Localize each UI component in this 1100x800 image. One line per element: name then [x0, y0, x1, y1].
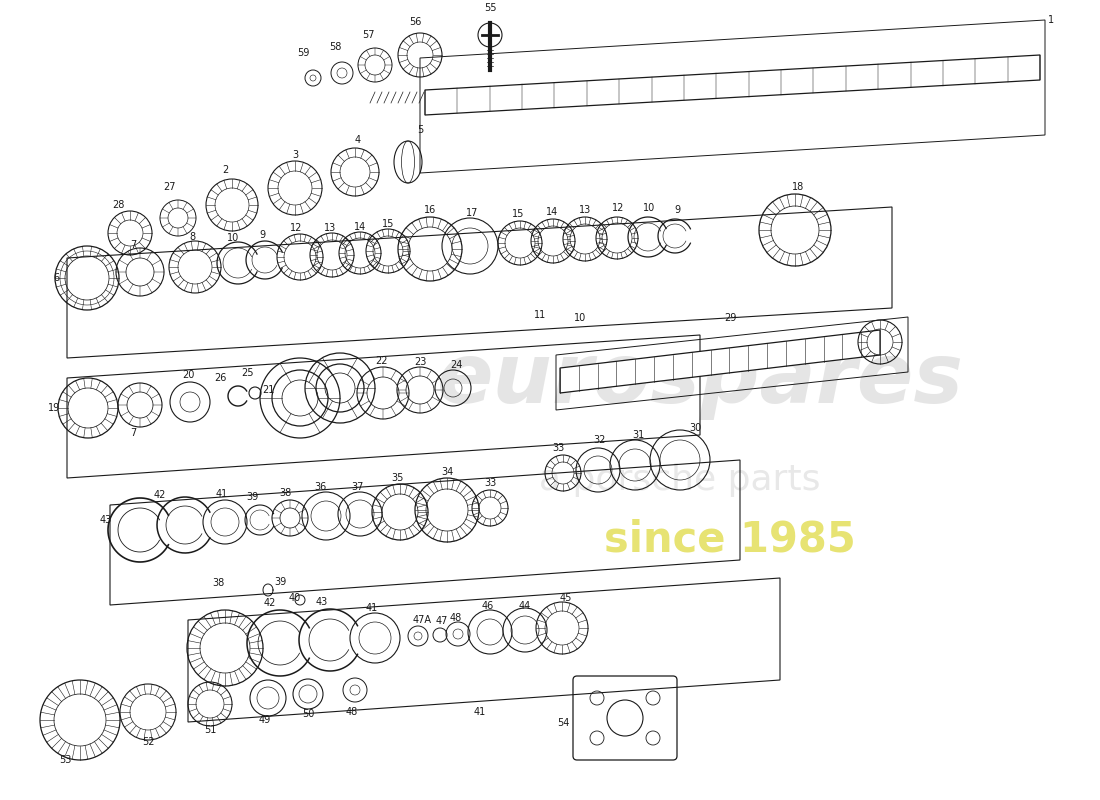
Text: 33: 33	[484, 478, 496, 488]
Text: 56: 56	[409, 17, 421, 27]
Text: 15: 15	[512, 209, 525, 219]
Text: since 1985: since 1985	[604, 519, 856, 561]
Text: 38: 38	[212, 578, 224, 588]
Text: 47: 47	[436, 616, 448, 626]
Text: a porsche parts: a porsche parts	[539, 463, 821, 497]
Polygon shape	[425, 55, 1040, 115]
Text: 8: 8	[189, 232, 195, 242]
Text: 45: 45	[560, 593, 572, 603]
Text: 19: 19	[47, 403, 60, 413]
Text: 22: 22	[376, 356, 388, 366]
Text: 30: 30	[689, 423, 701, 433]
Text: eurospares: eurospares	[437, 339, 964, 421]
Text: 46: 46	[482, 601, 494, 611]
Text: 12: 12	[289, 223, 302, 233]
Text: 12: 12	[612, 203, 624, 213]
Text: 34: 34	[441, 467, 453, 477]
Text: 5: 5	[417, 125, 424, 135]
Text: 14: 14	[354, 222, 366, 232]
Text: 58: 58	[329, 42, 341, 52]
Text: 1: 1	[1048, 15, 1054, 25]
Text: 29: 29	[724, 313, 736, 323]
Text: 9: 9	[258, 230, 265, 240]
Text: 38: 38	[279, 488, 292, 498]
Text: 59: 59	[297, 48, 309, 58]
Text: 35: 35	[392, 473, 404, 483]
Text: 53: 53	[58, 755, 72, 765]
Text: 32: 32	[594, 435, 606, 445]
Text: 3: 3	[292, 150, 298, 160]
Text: 49: 49	[258, 715, 271, 725]
Text: 24: 24	[450, 360, 462, 370]
Text: 23: 23	[414, 357, 426, 367]
Text: 57: 57	[362, 30, 374, 40]
Text: 41: 41	[216, 489, 228, 499]
Text: 50: 50	[301, 709, 315, 719]
Text: 48: 48	[345, 707, 359, 717]
Text: 39: 39	[274, 577, 286, 587]
Text: 7: 7	[130, 428, 136, 438]
Text: 15: 15	[382, 219, 394, 229]
Text: 51: 51	[204, 725, 217, 735]
Text: 37: 37	[352, 482, 364, 492]
Text: 2: 2	[222, 165, 228, 175]
Text: 31: 31	[631, 430, 645, 440]
Text: 25: 25	[242, 368, 254, 378]
Text: 20: 20	[182, 370, 195, 380]
Text: 47A: 47A	[412, 615, 431, 625]
Text: 42: 42	[264, 598, 276, 608]
Text: 10: 10	[574, 313, 586, 323]
Text: 48: 48	[450, 613, 462, 623]
Text: 9: 9	[674, 205, 680, 215]
Text: 41: 41	[366, 603, 378, 613]
Text: 28: 28	[112, 200, 124, 210]
Text: 33: 33	[552, 443, 564, 453]
Text: 4: 4	[355, 135, 361, 145]
Text: 36: 36	[314, 482, 326, 492]
Text: 44: 44	[519, 601, 531, 611]
Text: 27: 27	[164, 182, 176, 192]
Text: 41: 41	[474, 707, 486, 717]
Text: 14: 14	[546, 207, 558, 217]
Text: 10: 10	[642, 203, 656, 213]
Text: 43: 43	[100, 515, 112, 525]
Text: 13: 13	[579, 205, 591, 215]
Text: 10: 10	[227, 233, 239, 243]
Text: 13: 13	[323, 223, 337, 233]
Text: 11: 11	[534, 310, 546, 320]
Text: 17: 17	[465, 208, 478, 218]
Text: 52: 52	[142, 737, 154, 747]
Text: 16: 16	[424, 205, 436, 215]
Polygon shape	[560, 330, 880, 393]
Text: 55: 55	[484, 3, 496, 13]
Text: 18: 18	[792, 182, 804, 192]
Text: 6: 6	[54, 273, 60, 283]
Text: 21: 21	[263, 385, 275, 395]
Text: 39: 39	[246, 492, 258, 502]
Text: 43: 43	[316, 597, 328, 607]
Text: 42: 42	[154, 490, 166, 500]
Text: 40: 40	[289, 593, 301, 603]
Text: 7: 7	[130, 240, 136, 250]
Text: 26: 26	[213, 373, 227, 383]
Text: 54: 54	[558, 718, 570, 728]
